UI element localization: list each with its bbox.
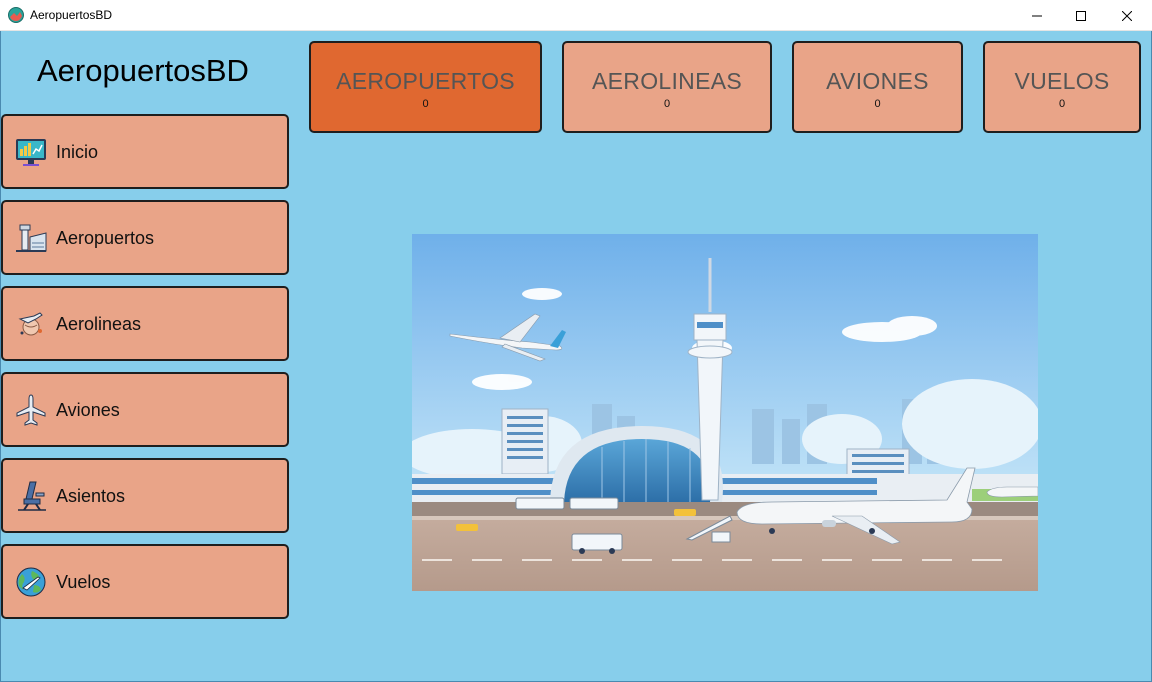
airline-globe-icon (18, 312, 43, 336)
dashboard-monitor-icon (16, 139, 46, 166)
control-tower-icon (16, 224, 47, 252)
nav-vuelos-label: Vuelos (56, 572, 111, 592)
stat-vuelos-title: VUELOS (1014, 68, 1110, 94)
app-logo-icon (8, 7, 24, 23)
nav-aeropuertos-label: Aeropuertos (56, 228, 155, 248)
minimize-button[interactable] (1014, 0, 1060, 31)
stat-aeropuertos-card[interactable]: AEROPUERTOS 0 (309, 41, 542, 133)
maximize-icon (1076, 10, 1086, 21)
airport-illustration (412, 234, 1038, 591)
main-window: AeropuertosBD Inicio Aeropuertos (0, 31, 1152, 682)
stat-aerolineas-count: 0 (663, 98, 671, 110)
maximize-button[interactable] (1058, 0, 1104, 31)
stat-aerolineas-card[interactable]: AEROLINEAS 0 (562, 41, 772, 133)
stat-aviones-card[interactable]: AVIONES 0 (792, 41, 963, 133)
nav-aerolineas-label: Aerolineas (56, 314, 142, 334)
globe-flight-icon (16, 567, 46, 597)
app-title: AeropuertosBD (37, 53, 249, 88)
minimize-icon (1032, 15, 1042, 16)
airplane-icon (16, 394, 46, 426)
nav-aeropuertos-button[interactable]: Aeropuertos (1, 200, 289, 275)
nav-aerolineas-button[interactable]: Aerolineas (1, 286, 289, 361)
stat-aviones-title: AVIONES (826, 68, 929, 94)
stat-aeropuertos-count: 0 (422, 98, 429, 110)
airplane-seat-icon (18, 481, 46, 511)
window-titlebar: AeropuertosBD (0, 0, 1152, 31)
nav-aviones-button[interactable]: Aviones (1, 372, 289, 447)
window-title: AeropuertosBD (30, 8, 113, 22)
stat-aerolineas-title: AEROLINEAS (592, 68, 742, 94)
close-icon (1122, 10, 1132, 21)
nav-vuelos-button[interactable]: Vuelos (1, 544, 289, 619)
stat-vuelos-card[interactable]: VUELOS 0 (983, 41, 1141, 133)
nav-inicio-button[interactable]: Inicio (1, 114, 289, 189)
stat-vuelos-count: 0 (1058, 98, 1066, 110)
nav-aviones-label: Aviones (56, 400, 120, 420)
nav-inicio-label: Inicio (56, 142, 99, 162)
close-button[interactable] (1104, 0, 1150, 31)
stat-aeropuertos-title: AEROPUERTOS (336, 68, 515, 94)
stat-aviones-count: 0 (874, 98, 881, 110)
nav-asientos-button[interactable]: Asientos (1, 458, 289, 533)
nav-asientos-label: Asientos (56, 486, 126, 506)
